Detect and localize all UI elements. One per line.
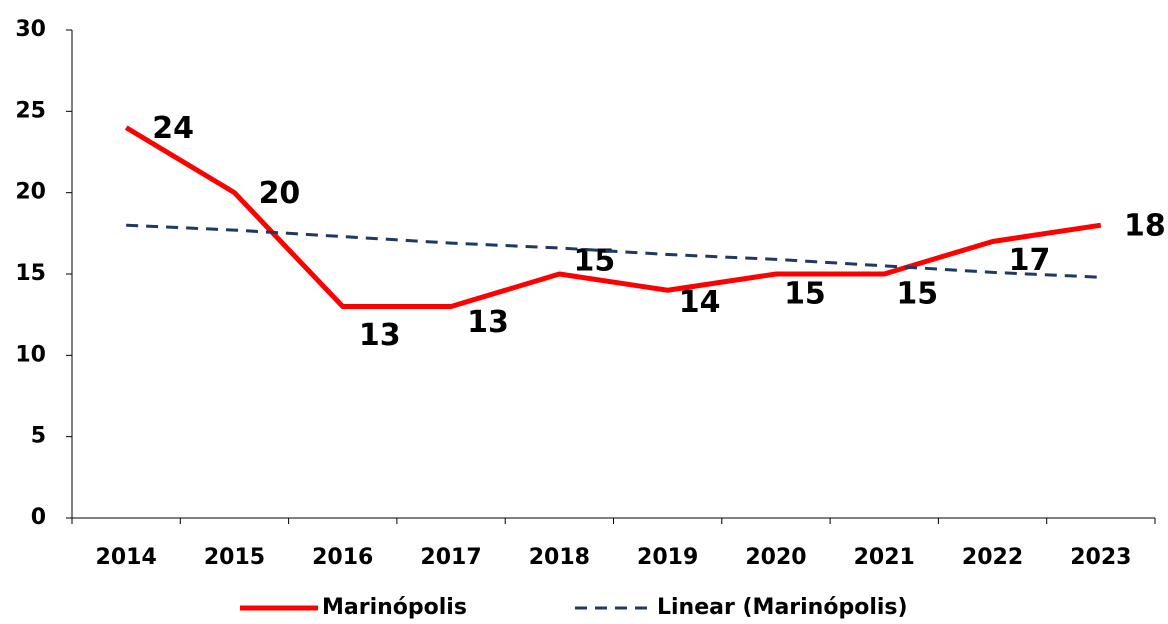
y-tick-label: 30 xyxy=(15,17,46,42)
data-label: 13 xyxy=(467,305,509,340)
x-tick-label: 2017 xyxy=(420,545,481,570)
data-label: 15 xyxy=(784,277,826,312)
x-tick-label: 2022 xyxy=(962,545,1023,570)
x-tick-label: 2019 xyxy=(637,545,698,570)
data-label: 13 xyxy=(359,318,401,353)
x-tick-label: 2021 xyxy=(854,545,915,570)
trend-line xyxy=(126,223,1101,279)
x-tick-label: 2016 xyxy=(312,545,373,570)
line xyxy=(124,125,1102,310)
legend-label: Marinópolis xyxy=(322,595,467,620)
data-label: 24 xyxy=(152,111,194,146)
y-tick-label: 5 xyxy=(31,424,46,449)
data-label: 20 xyxy=(259,176,301,211)
y-tick-label: 10 xyxy=(15,342,46,367)
data-label: 14 xyxy=(679,285,721,320)
y-tick-label: 25 xyxy=(15,98,46,123)
legend-label: Linear (Marinópolis) xyxy=(657,595,908,620)
y-tick-label: 0 xyxy=(31,505,46,530)
x-tick-label: 2020 xyxy=(745,545,806,570)
data-label: 18 xyxy=(1124,209,1166,244)
y-tick-label: 15 xyxy=(15,261,46,286)
x-tick-label: 2015 xyxy=(204,545,265,570)
y-tick-label: 20 xyxy=(15,180,46,205)
x-tick-label: 2023 xyxy=(1070,545,1131,570)
x-tick-label: 2014 xyxy=(96,545,157,570)
data-label: 15 xyxy=(896,277,938,312)
x-tick-label: 2018 xyxy=(529,545,590,570)
